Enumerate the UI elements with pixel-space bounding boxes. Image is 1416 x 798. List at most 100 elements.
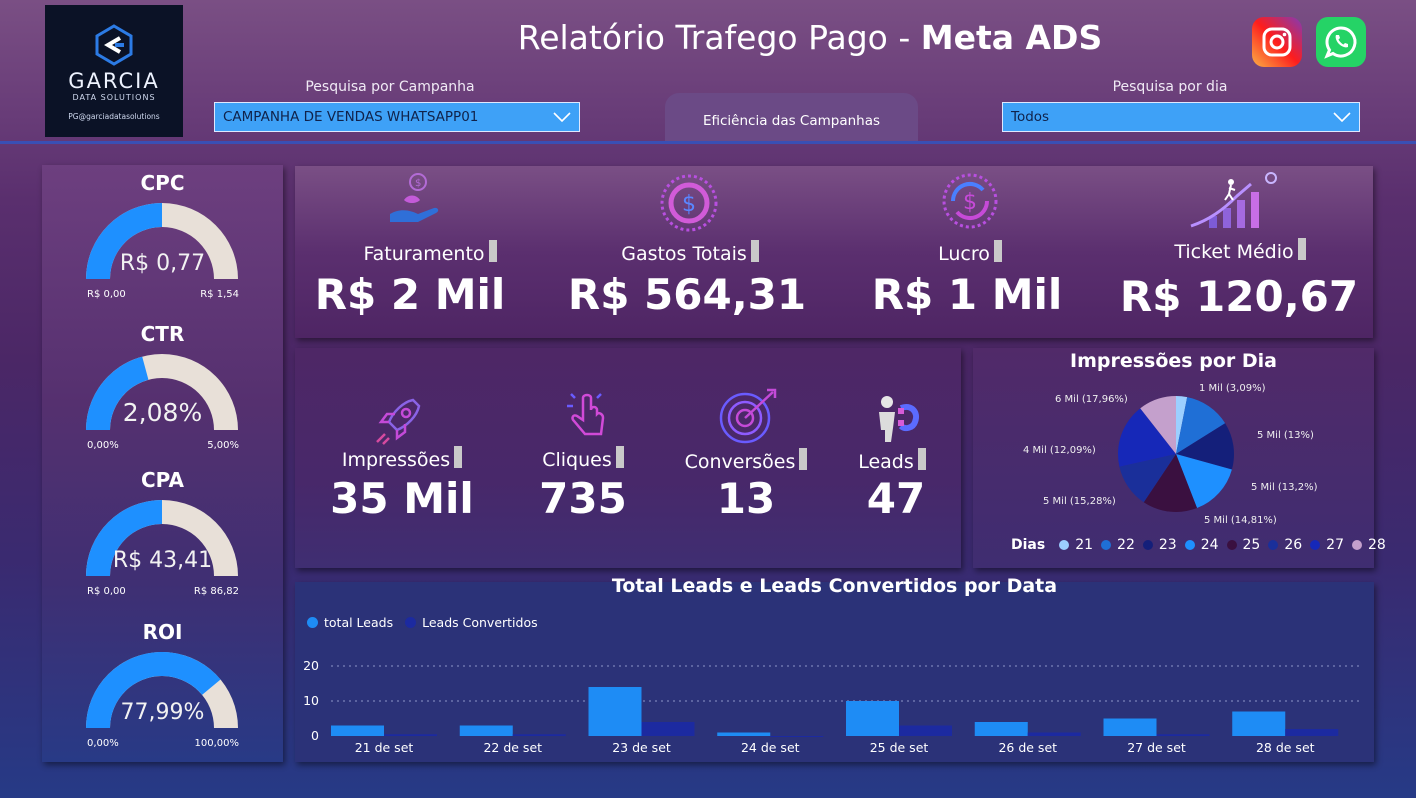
bar-total-leads bbox=[717, 732, 771, 736]
kpi-label: Lucro bbox=[835, 240, 1105, 265]
legend-swatch-27 bbox=[1310, 540, 1321, 550]
legend-swatch-25 bbox=[1226, 540, 1237, 550]
dollar-refresh-icon: $ bbox=[942, 173, 998, 229]
bar-chart-title: Total Leads e Leads Convertidos por Data bbox=[611, 575, 1058, 597]
legend-label-26: 26 bbox=[1284, 537, 1303, 553]
instagram-button[interactable] bbox=[1252, 17, 1302, 67]
pie-slice-22 bbox=[1176, 397, 1226, 454]
pie-slice-28 bbox=[1140, 396, 1176, 454]
kpi-label-text: Lucro bbox=[938, 243, 990, 265]
kpi-marker bbox=[799, 448, 808, 470]
kpi-label: Faturamento bbox=[295, 240, 565, 265]
bar-total-leads bbox=[846, 701, 899, 736]
kpi-marker bbox=[993, 240, 1002, 262]
legend-label-21: 21 bbox=[1075, 537, 1094, 553]
svg-text:$: $ bbox=[682, 192, 696, 217]
x-tick-label: 24 de set bbox=[741, 740, 800, 755]
legend-label-27: 27 bbox=[1326, 537, 1344, 553]
logo-mark-icon bbox=[95, 24, 133, 66]
kpi-marker bbox=[488, 240, 497, 262]
legend-swatch-21 bbox=[1059, 540, 1070, 550]
pie-legend-title: Dias bbox=[1011, 537, 1046, 553]
x-tick-label: 22 de set bbox=[483, 740, 542, 755]
pie-slice-23 bbox=[1176, 423, 1234, 470]
gauge-value: R$ 0,77 bbox=[119, 251, 206, 276]
kpi-label-text: Leads bbox=[858, 451, 914, 473]
bar-chart-legend: total Leads Leads Convertidos bbox=[307, 615, 538, 630]
x-tick-label: 27 de set bbox=[1127, 740, 1186, 755]
kpi-label: Cliques bbox=[448, 446, 718, 471]
rocket-icon bbox=[376, 398, 421, 445]
pie-slice-label: 1 Mil (3,09%) bbox=[1199, 383, 1266, 394]
y-tick-label: 0 bbox=[311, 728, 319, 743]
bar-total-leads bbox=[588, 687, 642, 736]
bar-total-leads bbox=[1232, 711, 1286, 736]
gauge-title: ROI bbox=[142, 620, 183, 644]
whatsapp-button[interactable] bbox=[1316, 17, 1366, 67]
gauge-dial bbox=[86, 354, 238, 430]
target-icon bbox=[719, 388, 777, 444]
gauges-panel: CPC R$ 0,77 R$ 0,00 R$ 1,54 CTR 2,08% 0,… bbox=[42, 165, 283, 762]
legend-swatch-28 bbox=[1352, 540, 1362, 550]
impressions-by-day-panel: Impressões por Dia 1 Mil (3,09%) 5 Mil (… bbox=[973, 348, 1386, 568]
legend-swatch-24 bbox=[1184, 540, 1195, 550]
bar-leads-convertidos bbox=[770, 736, 824, 737]
kpi-label: Ticket Médio bbox=[1105, 238, 1375, 263]
page-title: Relatório Trafego Pago - Meta ADS bbox=[470, 18, 1150, 57]
gauge-min: R$ 0,00 bbox=[87, 289, 126, 300]
legend-label-23: 23 bbox=[1158, 537, 1177, 553]
bar-total-leads bbox=[331, 725, 384, 736]
tab-eficiencia-label: Eficiência das Campanhas bbox=[702, 113, 881, 129]
legend-label-25: 25 bbox=[1242, 537, 1261, 553]
svg-text:$: $ bbox=[415, 178, 421, 189]
bar-chart: 20 10 0 21 de set 22 de set 23 de set 24 de se… bbox=[303, 658, 1361, 755]
gauge-max: 100,00% bbox=[194, 738, 240, 749]
bar-leads-convertidos bbox=[1156, 734, 1210, 736]
kpi-label-text: Cliques bbox=[542, 449, 612, 471]
pointer-click-icon bbox=[567, 393, 605, 436]
leads-by-date-panel: Total Leads e Leads Convertidos por Data… bbox=[295, 575, 1374, 762]
dollar-coin-icon: $ bbox=[660, 174, 718, 232]
kpi-marker bbox=[454, 446, 463, 468]
gauge-value: 77,99% bbox=[120, 700, 205, 725]
kpi-label-text: Ticket Médio bbox=[1174, 241, 1294, 263]
gauge-cpc: CPC R$ 0,77 R$ 0,00 R$ 1,54 bbox=[42, 171, 283, 311]
bar-total-leads bbox=[974, 722, 1028, 736]
x-tick-label: 25 de set bbox=[870, 740, 929, 755]
pie-slice-26 bbox=[1119, 454, 1176, 503]
kpi-value: 13 bbox=[716, 474, 776, 523]
kpi-label-text: Gastos Totais bbox=[621, 243, 747, 265]
gauge-min: R$ 0,00 bbox=[87, 586, 126, 597]
kpi-value: R$ 2 Mil bbox=[314, 270, 506, 319]
bar-leads-convertidos bbox=[1027, 732, 1081, 736]
kpi-marker bbox=[750, 240, 759, 262]
gauge-fill bbox=[86, 356, 149, 430]
kpi-label: Gastos Totais bbox=[555, 240, 825, 265]
gauge-dial bbox=[86, 500, 238, 576]
kpi-top-panel: $ Faturamento R$ 2 Mil $ Gastos Totais R… bbox=[295, 166, 1373, 338]
pie-legend: Dias 21 22 23 24 25 26 27 28 bbox=[1011, 537, 1386, 553]
pie-title: Impressões por Dia bbox=[1070, 350, 1277, 372]
tab-eficiencia-campanhas[interactable]: Eficiência das Campanhas bbox=[665, 93, 918, 141]
logo-subtitle: DATA SOLUTIONS bbox=[72, 93, 156, 102]
bar-total-leads bbox=[459, 725, 513, 736]
bar-leads-convertidos bbox=[1285, 729, 1339, 736]
gauge-ctr: CTR 2,08% 0,00% 5,00% bbox=[42, 322, 283, 462]
campaign-dropdown[interactable]: CAMPANHA DE VENDAS WHATSAPP01 bbox=[214, 102, 580, 132]
chevron-down-icon bbox=[1333, 112, 1351, 122]
kpi-marker bbox=[1297, 238, 1306, 260]
whatsapp-icon bbox=[1324, 26, 1357, 59]
chevron-down-icon bbox=[553, 112, 571, 122]
kpi-value: 35 Mil bbox=[330, 474, 474, 523]
kpi-value: 47 bbox=[866, 474, 926, 523]
legend-label-28: 28 bbox=[1368, 537, 1386, 553]
header-divider bbox=[0, 141, 1416, 144]
kpi-label: Conversões bbox=[611, 448, 881, 473]
gauge-min: 0,00% bbox=[87, 440, 119, 451]
bar-leads-convertidos bbox=[641, 722, 695, 736]
legend-swatch-26 bbox=[1268, 540, 1279, 550]
bar-leads-convertidos bbox=[384, 734, 437, 736]
gauge-max: 5,00% bbox=[207, 440, 239, 451]
day-dropdown[interactable]: Todos bbox=[1002, 102, 1360, 132]
bar-leads-convertidos bbox=[512, 734, 566, 736]
